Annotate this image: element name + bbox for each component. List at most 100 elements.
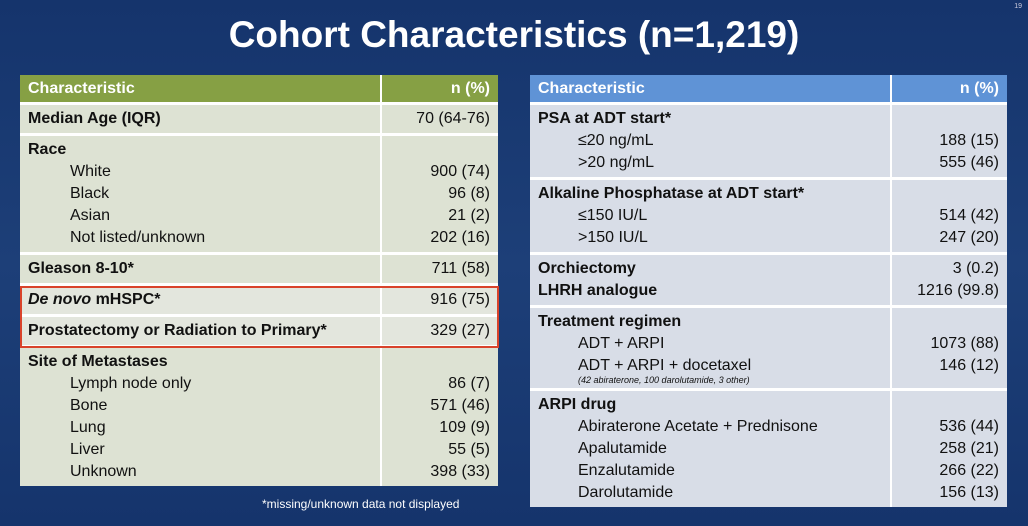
row-value: 55 (5)	[380, 439, 498, 461]
table-row: Race	[20, 133, 498, 161]
label-text: Lymph node only	[70, 375, 192, 392]
table-row: Site of Metastases	[20, 345, 498, 373]
table-row: Orchiectomy 3 (0.2)	[530, 252, 1007, 280]
value-text: 329 (27)	[430, 322, 490, 339]
row-label: Gleason 8-10*	[20, 252, 381, 285]
value-text: 536 (44)	[939, 418, 999, 435]
table-row: Liver 55 (5)	[20, 439, 498, 461]
value-text: 3 (0.2)	[952, 260, 999, 277]
value-text: 96 (8)	[448, 185, 490, 202]
value-text: 247 (20)	[939, 229, 999, 246]
column-header: n (%)	[891, 75, 1007, 104]
label-text: ≤20 ng/mL	[578, 132, 654, 149]
footnote: *missing/unknown data not displayed	[262, 497, 460, 511]
label-text: Orchiectomy	[538, 260, 636, 277]
row-value: 555 (46)	[890, 152, 1007, 179]
row-label: Orchiectomy	[530, 252, 891, 280]
row-value: 247 (20)	[890, 227, 1007, 254]
row-label: Prostatectomy or Radiation to Primary*	[20, 314, 381, 347]
header-row: Characteristic n (%)	[20, 75, 498, 104]
row-label: Asian	[20, 205, 381, 227]
label-text: Abiraterone Acetate + Prednisone	[578, 418, 818, 435]
row-label: ≤20 ng/mL	[530, 130, 891, 152]
value-text: 1073 (88)	[930, 335, 1000, 352]
row-value: 258 (21)	[890, 438, 1007, 460]
row-label: Not listed/unknown	[20, 227, 381, 254]
table-row: Enzalutamide 266 (22)	[530, 460, 1007, 482]
label-text: Darolutamide	[578, 484, 674, 501]
row-label: >20 ng/mL	[530, 152, 891, 179]
table-row: Unknown 398 (33)	[20, 461, 498, 486]
row-label: Lymph node only	[20, 373, 381, 395]
value-text: 900 (74)	[430, 163, 490, 180]
table-row: ARPI drug	[530, 388, 1007, 416]
table-row: Lymph node only 86 (7)	[20, 373, 498, 395]
row-label: ARPI drug	[530, 388, 891, 416]
row-value	[890, 102, 1007, 130]
row-value: 146 (12)	[890, 355, 1007, 390]
row-value: 571 (46)	[380, 395, 498, 417]
label-part: mHSPC*	[91, 291, 161, 308]
row-value: 70 (64-76)	[380, 102, 498, 135]
value-text: 266 (22)	[939, 462, 999, 479]
row-label: Enzalutamide	[530, 460, 891, 482]
label-text: ≤150 IU/L	[578, 207, 648, 224]
row-label: White	[20, 161, 381, 183]
label-text: >150 IU/L	[578, 229, 648, 246]
value-text: 711 (58)	[431, 260, 490, 277]
table-row: White 900 (74)	[20, 161, 498, 183]
label-text: >20 ng/mL	[578, 154, 655, 171]
table-row: LHRH analogue 1216 (99.8)	[530, 280, 1007, 307]
table-row: Not listed/unknown 202 (16)	[20, 227, 498, 254]
value-text: 202 (16)	[430, 229, 490, 246]
row-value: 96 (8)	[380, 183, 498, 205]
table-row: Alkaline Phosphatase at ADT start*	[530, 177, 1007, 205]
row-label: Median Age (IQR)	[20, 102, 381, 135]
label-text: Apalutamide	[578, 440, 667, 457]
row-label: Darolutamide	[530, 482, 891, 507]
label-text: LHRH analogue	[538, 282, 658, 299]
row-label: ADT + ARPI	[530, 333, 891, 355]
table-row: PSA at ADT start*	[530, 102, 1007, 130]
row-value	[890, 305, 1007, 333]
label-text: Gleason 8-10*	[28, 260, 134, 277]
value-text: 55 (5)	[448, 441, 490, 458]
row-value	[890, 388, 1007, 416]
column-header: Characteristic	[530, 75, 892, 104]
row-label: ADT + ARPI + docetaxel (42 abiraterone, 1…	[530, 355, 891, 390]
row-label: Bone	[20, 395, 381, 417]
value-text: 146 (12)	[939, 357, 999, 374]
value-text: 70 (64-76)	[416, 110, 490, 127]
table-row: Median Age (IQR) 70 (64-76)	[20, 102, 498, 135]
row-label: ≤150 IU/L	[530, 205, 891, 227]
row-note: (42 abiraterone, 100 darolutamide, 3 oth…	[578, 375, 750, 385]
table-row: >20 ng/mL 555 (46)	[530, 152, 1007, 179]
row-label: Treatment regimen	[530, 305, 891, 333]
row-value: 711 (58)	[380, 252, 498, 285]
row-label: Site of Metastases	[20, 345, 381, 373]
row-value: 86 (7)	[380, 373, 498, 395]
label-text: Prostatectomy or Radiation to Primary*	[28, 322, 327, 339]
value-text: 109 (9)	[439, 419, 490, 436]
value-text: 1216 (99.8)	[917, 282, 999, 299]
value-text: 398 (33)	[430, 463, 490, 480]
table-row: Bone 571 (46)	[20, 395, 498, 417]
row-label: Alkaline Phosphatase at ADT start*	[530, 177, 891, 205]
row-label: Liver	[20, 439, 381, 461]
table-row: ADT + ARPI + docetaxel (42 abiraterone, 1…	[530, 355, 1007, 390]
value-text: 156 (13)	[939, 484, 999, 501]
table-row: De novo mHSPC* 916 (75)	[20, 283, 498, 316]
row-label: Black	[20, 183, 381, 205]
table-row: Prostatectomy or Radiation to Primary* 32…	[20, 314, 498, 347]
row-value: 1073 (88)	[890, 333, 1007, 355]
row-label: Abiraterone Acetate + Prednisone	[530, 416, 891, 438]
row-label: Apalutamide	[530, 438, 891, 460]
column-header: n (%)	[381, 75, 498, 104]
label-text: Liver	[70, 441, 105, 458]
label-text: Unknown	[70, 463, 137, 480]
label-text: Alkaline Phosphatase at ADT start*	[538, 185, 805, 202]
row-label: Unknown	[20, 461, 381, 486]
slide-number: 19	[1014, 3, 1022, 10]
table-row: >150 IU/L 247 (20)	[530, 227, 1007, 254]
table-row: Darolutamide 156 (13)	[530, 482, 1007, 507]
